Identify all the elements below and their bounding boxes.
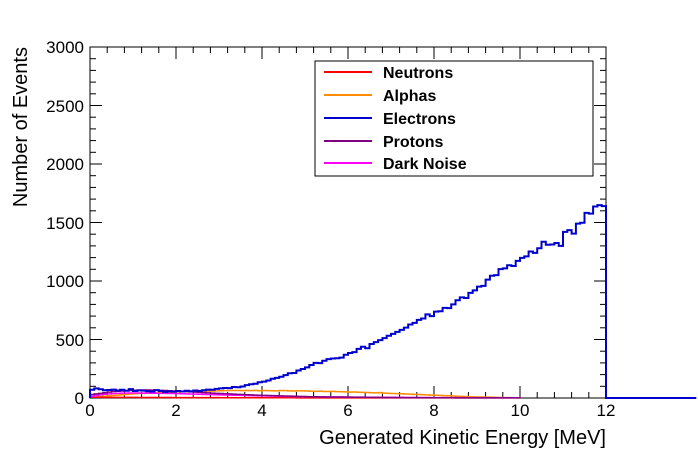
x-tick-label: 0 <box>85 401 94 420</box>
legend-entry-protons: Protons <box>324 134 444 151</box>
x-axis-title: Generated Kinetic Energy [MeV] <box>319 427 606 449</box>
y-tick-label: 2000 <box>46 155 84 174</box>
x-tick-label: 2 <box>171 401 180 420</box>
legend-entry-electrons: Electrons <box>324 111 456 128</box>
legend-entry-alphas: Alphas <box>324 88 436 105</box>
x-tick-labels: 0 2 4 6 8 10 12 <box>85 401 615 420</box>
legend-label-protons: Protons <box>383 134 444 151</box>
x-tick-label: 6 <box>343 401 352 420</box>
legend-entry-dark-noise: Dark Noise <box>324 156 467 173</box>
legend-label-electrons: Electrons <box>383 111 456 128</box>
x-tick-label: 10 <box>511 401 530 420</box>
y-tick-label: 2500 <box>46 97 84 116</box>
legend-label-neutrons: Neutrons <box>383 65 453 82</box>
series-layer <box>89 204 697 399</box>
y-tick-label: 3000 <box>46 38 84 57</box>
series-protons-line <box>89 389 521 399</box>
x-tick-label: 8 <box>429 401 438 420</box>
axis-ticks <box>89 46 607 399</box>
y-tick-label: 1500 <box>46 214 84 233</box>
x-tick-label: 12 <box>597 401 616 420</box>
y-tick-label: 0 <box>75 389 84 408</box>
y-tick-label: 500 <box>56 331 84 350</box>
y-tick-label: 1000 <box>46 272 84 291</box>
series-electrons-line <box>89 204 697 399</box>
x-tick-label: 4 <box>257 401 266 420</box>
legend-entry-neutrons: Neutrons <box>324 65 453 82</box>
legend-label-alphas: Alphas <box>383 88 436 105</box>
legend-label-dark-noise: Dark Noise <box>383 156 467 173</box>
y-axis-title: Number of Events <box>10 47 32 207</box>
y-tick-labels: 0 500 1000 1500 2000 2500 3000 <box>46 38 84 408</box>
legend: Neutrons Alphas Electrons Protons Dark N… <box>314 60 594 177</box>
